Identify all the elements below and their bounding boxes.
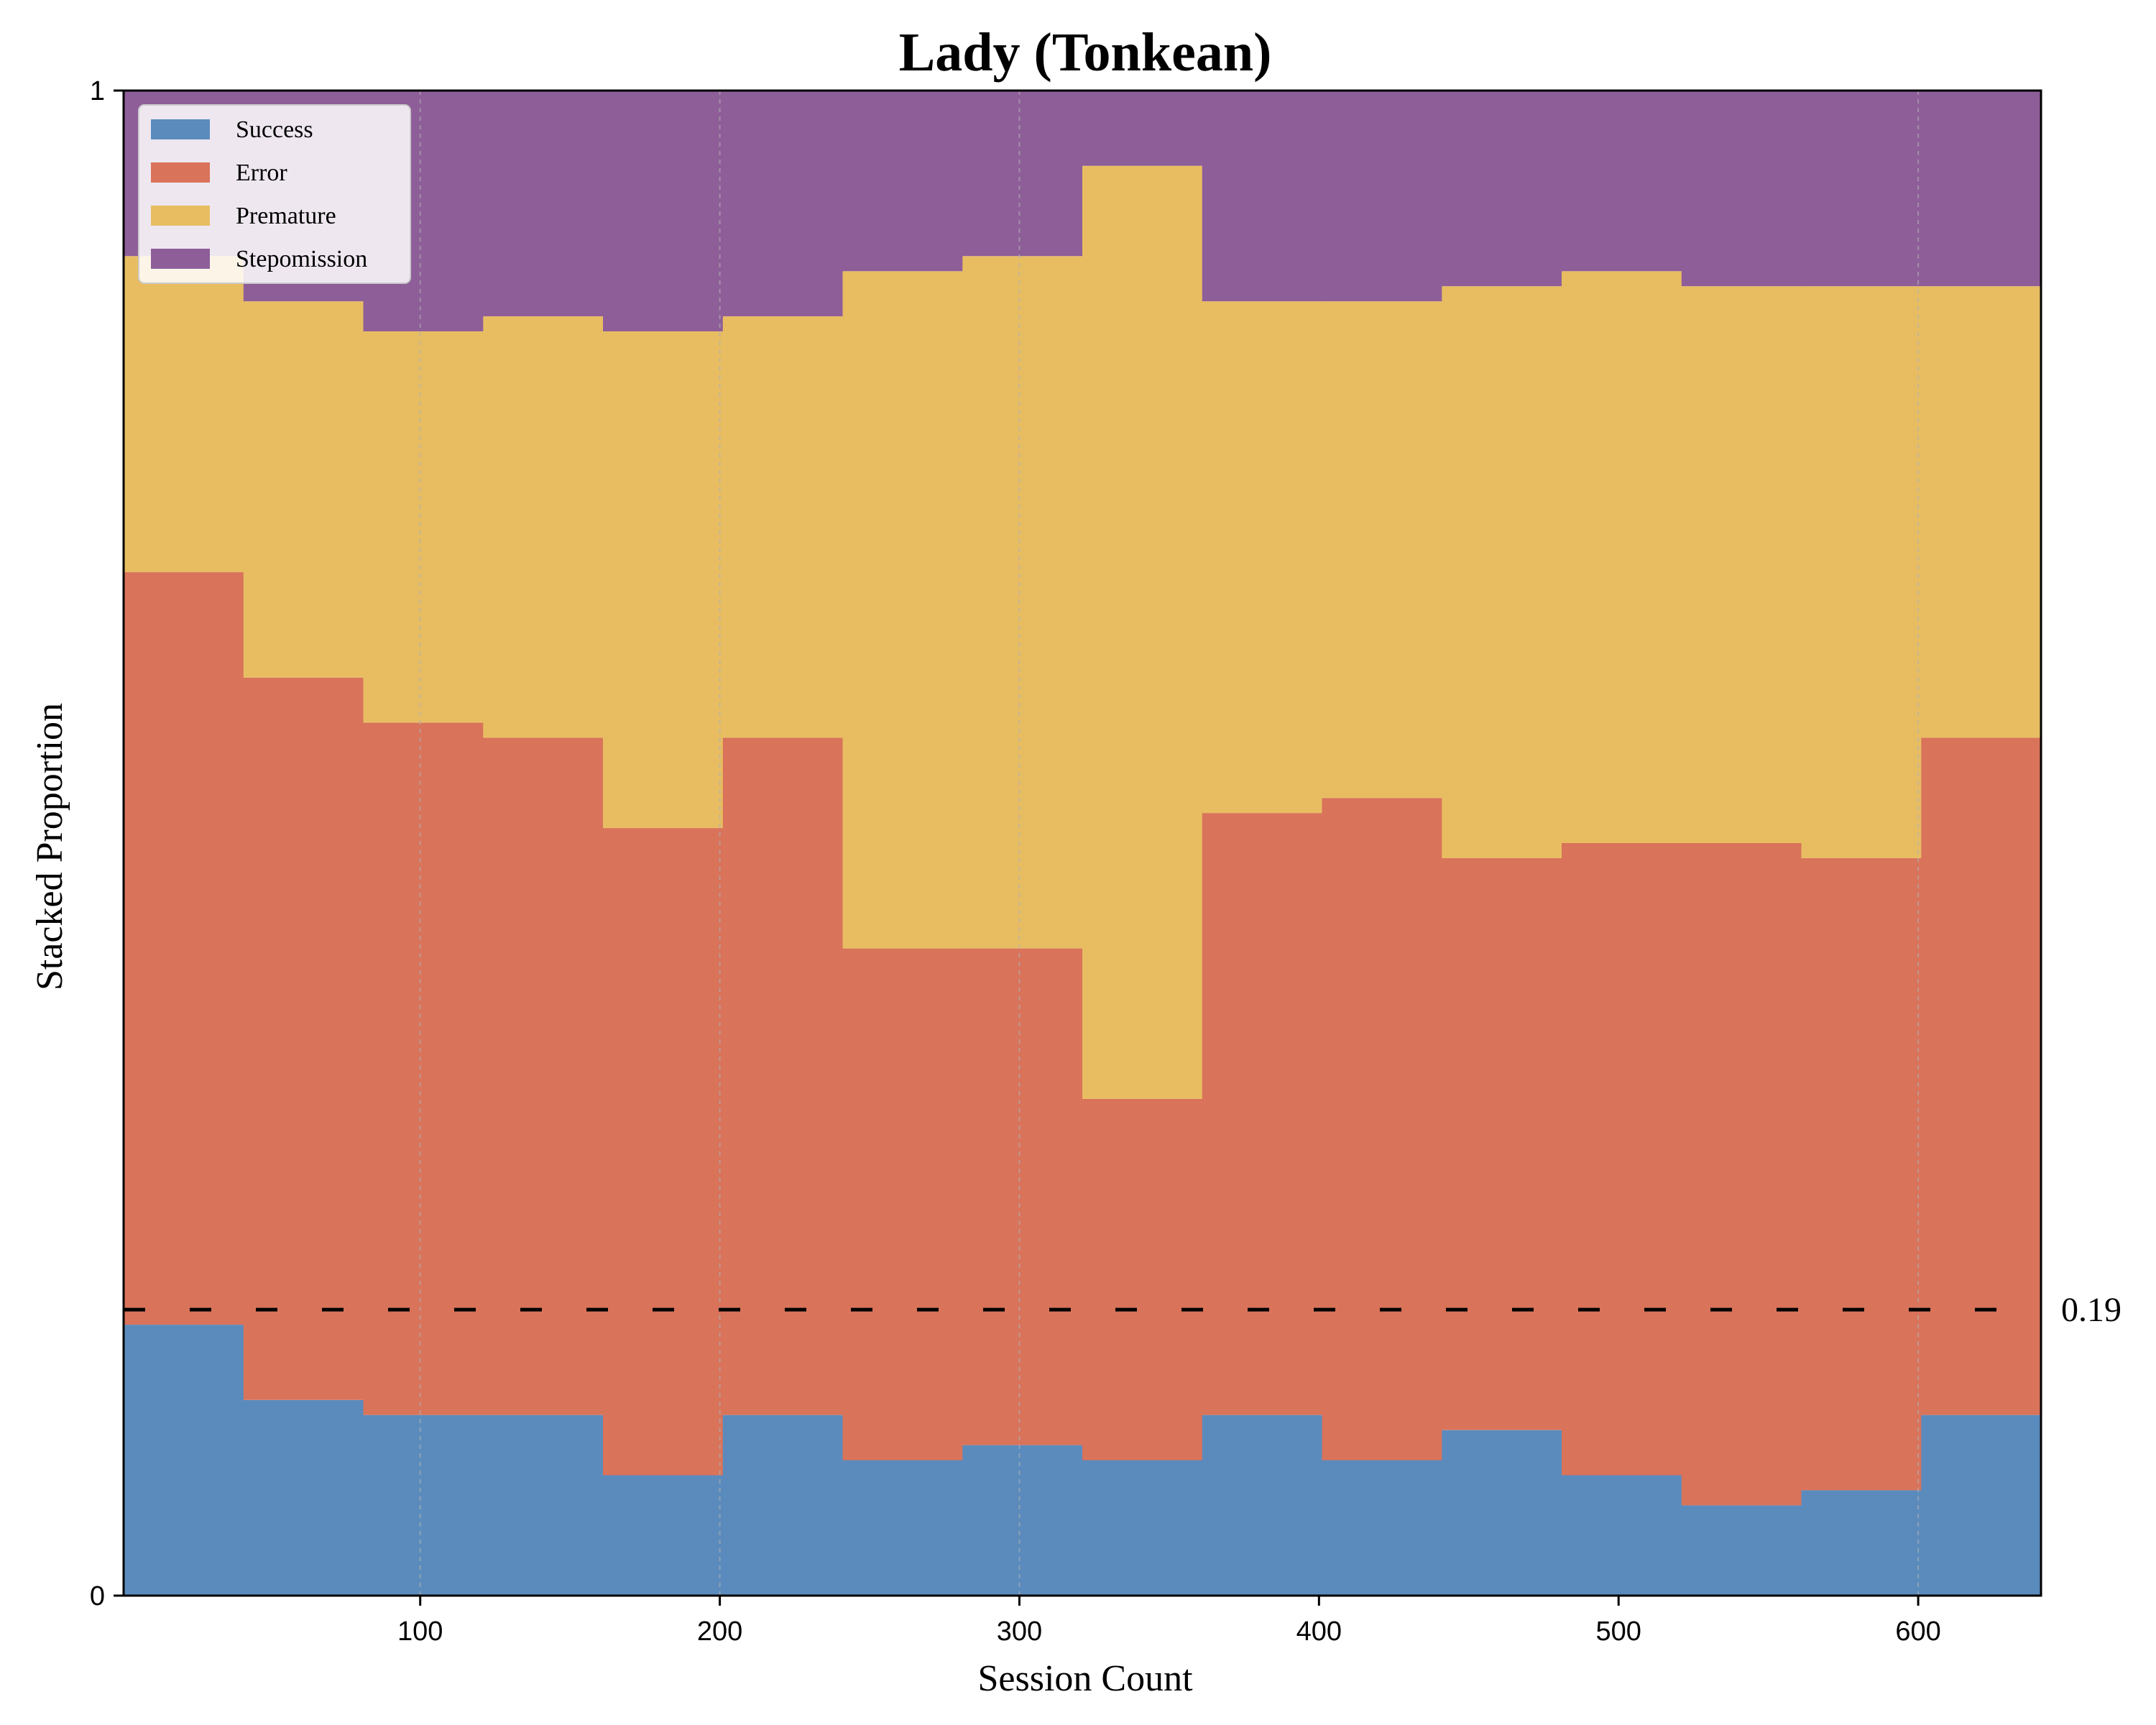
- area-band-premature-1: [243, 301, 364, 678]
- area-band-premature-6: [842, 271, 963, 949]
- area-band-premature-10: [1322, 301, 1442, 799]
- x-tick-label: 100: [397, 1616, 443, 1647]
- x-tick-label: 200: [697, 1616, 742, 1647]
- area-band-stepomission-13: [1681, 91, 1802, 287]
- area-band-stepomission-10: [1322, 91, 1442, 302]
- x-axis-label: Session Count: [977, 1658, 1193, 1699]
- area-band-error-7: [962, 948, 1083, 1445]
- area-band-error-10: [1322, 798, 1442, 1460]
- area-band-success-6: [842, 1460, 963, 1596]
- legend: Success Error Premature Stepomission: [138, 104, 411, 284]
- area-band-stepomission-12: [1562, 91, 1682, 272]
- area-band-success-13: [1681, 1505, 1802, 1596]
- area-band-error-3: [483, 737, 604, 1415]
- area-band-stepomission-4: [603, 91, 724, 331]
- area-band-premature-11: [1442, 286, 1562, 858]
- legend-label-premature: Premature: [236, 203, 336, 229]
- area-band-error-0: [124, 572, 244, 1325]
- area-band-error-1: [243, 677, 364, 1400]
- x-tick-label: 500: [1596, 1616, 1641, 1647]
- area-band-stepomission-14: [1801, 91, 1922, 287]
- area-band-premature-8: [1082, 165, 1203, 1100]
- area-band-success-11: [1442, 1430, 1562, 1596]
- y-tick-label: 1: [90, 76, 105, 106]
- vertical-markers: [419, 91, 1920, 1596]
- area-band-premature-7: [962, 256, 1083, 949]
- area-band-stepomission-15: [1921, 91, 2042, 287]
- area-band-error-9: [1202, 813, 1323, 1415]
- area-band-stepomission-8: [1082, 91, 1203, 166]
- area-band-error-15: [1921, 737, 2042, 1415]
- reference-line-label: 0.19: [2061, 1291, 2122, 1329]
- legend-swatch-stepomission: [151, 249, 210, 269]
- area-band-success-9: [1202, 1414, 1323, 1596]
- legend-label-stepomission: Stepomission: [236, 246, 367, 272]
- chart-title: Lady (Tonkean): [899, 22, 1272, 83]
- area-band-error-12: [1562, 843, 1682, 1476]
- area-band-error-4: [603, 828, 724, 1476]
- x-axis: 100 200 300 400 500 600: [397, 1596, 1941, 1647]
- area-band-premature-12: [1562, 271, 1682, 843]
- area-band-stepomission-7: [962, 91, 1083, 257]
- area-band-success-15: [1921, 1414, 2042, 1596]
- legend-box: [138, 104, 411, 284]
- legend-swatch-error: [151, 162, 210, 183]
- area-band-premature-15: [1921, 286, 2042, 738]
- legend-swatch-success: [151, 119, 210, 139]
- plot-frame: [122, 89, 2042, 1597]
- area-band-stepomission-11: [1442, 91, 1562, 287]
- legend-label-success: Success: [236, 116, 313, 143]
- area-band-error-14: [1801, 857, 1922, 1491]
- area-band-stepomission-5: [722, 91, 844, 317]
- area-band-premature-9: [1202, 301, 1323, 814]
- area-band-error-2: [363, 722, 484, 1415]
- area-band-error-11: [1442, 857, 1562, 1430]
- area-band-error-13: [1681, 843, 1802, 1506]
- area-band-success-4: [603, 1475, 724, 1596]
- area-band-error-5: [722, 737, 844, 1415]
- area-band-success-2: [363, 1414, 484, 1596]
- area-band-premature-4: [603, 331, 724, 828]
- stacked-area-layer: [124, 91, 2042, 1596]
- area-band-success-10: [1322, 1460, 1442, 1596]
- area-band-success-8: [1082, 1460, 1203, 1596]
- area-band-premature-14: [1801, 286, 1922, 858]
- area-band-success-1: [243, 1399, 364, 1596]
- y-axis: 01: [90, 76, 124, 1611]
- area-band-premature-3: [483, 316, 604, 738]
- y-axis-label: Stacked Proportion: [29, 703, 70, 990]
- area-band-success-7: [962, 1445, 1083, 1596]
- plot-area: [124, 91, 2042, 1596]
- area-band-error-6: [842, 948, 963, 1460]
- x-tick-label: 400: [1296, 1616, 1342, 1647]
- area-band-premature-13: [1681, 286, 1802, 843]
- legend-label-error: Error: [236, 160, 287, 186]
- area-band-stepomission-6: [842, 91, 963, 272]
- area-band-success-5: [722, 1414, 844, 1596]
- area-band-success-14: [1801, 1490, 1922, 1596]
- x-tick-label: 600: [1895, 1616, 1940, 1647]
- y-tick-label: 0: [90, 1581, 105, 1611]
- legend-swatch-premature: [151, 206, 210, 226]
- area-band-success-3: [483, 1414, 604, 1596]
- area-band-success-0: [124, 1325, 244, 1596]
- area-band-stepomission-9: [1202, 91, 1323, 302]
- area-band-error-8: [1082, 1099, 1203, 1460]
- area-band-success-12: [1562, 1475, 1682, 1596]
- area-band-premature-5: [722, 316, 844, 738]
- x-tick-label: 300: [997, 1616, 1042, 1647]
- area-band-premature-2: [363, 331, 484, 723]
- area-band-premature-0: [124, 256, 244, 572]
- area-band-stepomission-3: [483, 91, 604, 317]
